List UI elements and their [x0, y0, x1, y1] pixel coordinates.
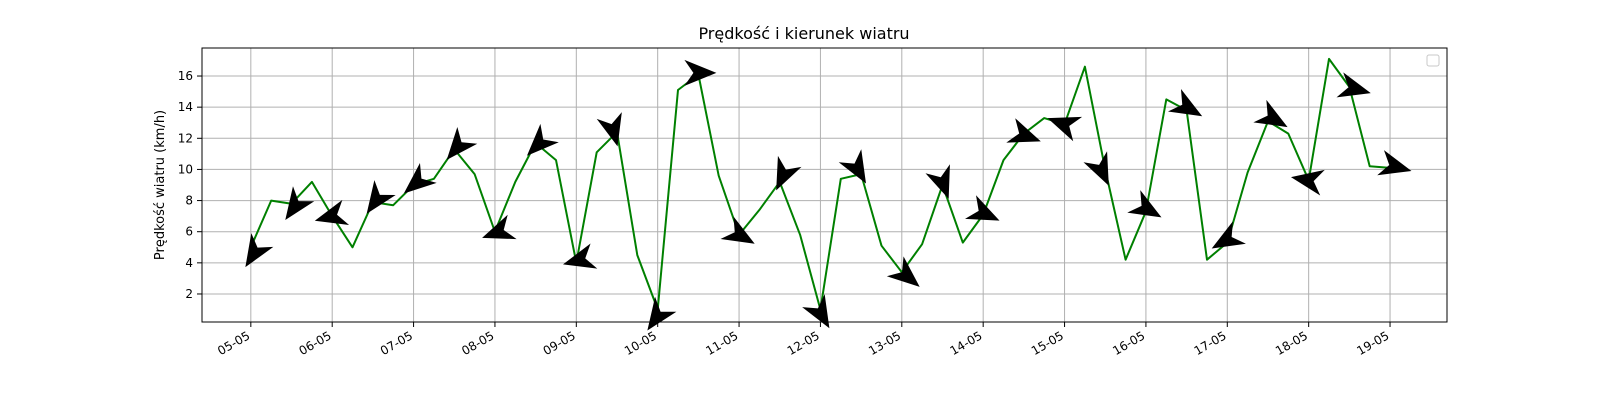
wind-direction-arrow: [563, 243, 598, 269]
wind-direction-arrow: [1127, 190, 1162, 218]
y-tick-label: 2: [185, 287, 193, 301]
wind-direction-arrow: [684, 59, 717, 86]
wind-direction-arrow: [245, 233, 274, 268]
chart-title: Prędkość i kierunek wiatru: [698, 24, 909, 43]
wind-direction-arrow: [526, 123, 559, 156]
wind-direction-arrow: [838, 149, 866, 184]
wind-direction-arrow: [1377, 150, 1412, 176]
wind-direction-arrow: [446, 127, 478, 160]
wind-direction-arrow: [285, 186, 315, 220]
wind-direction-arrow: [1167, 88, 1203, 117]
legend-box: [1426, 54, 1440, 67]
wind-direction-arrow: [366, 180, 396, 214]
y-tick-layer: 2 4 6 8 10 12 14 16: [178, 69, 202, 301]
wind-direction-arrow: [1083, 151, 1109, 186]
y-tick-label: 8: [185, 194, 193, 208]
y-tick-label: 4: [185, 256, 193, 270]
plot-frame: [201, 47, 1448, 323]
wind-direction-arrow: [482, 214, 517, 240]
wind-direction-arrow: [776, 155, 802, 191]
wind-direction-arrow: [403, 162, 437, 194]
wind-direction-arrow: [1006, 118, 1041, 143]
y-axis-label: Prędkość wiatru (km/h): [153, 110, 168, 260]
y-tick-label: 12: [178, 131, 193, 145]
wind-direction-arrow: [802, 294, 830, 329]
wind-direction-arrow: [1253, 99, 1288, 128]
wind-direction-arrow: [1211, 221, 1246, 249]
wind-direction-arrow: [1290, 169, 1325, 196]
wind-direction-arrow: [596, 112, 622, 147]
y-tick-label: 16: [178, 69, 193, 83]
wind-direction-arrow: [886, 256, 920, 287]
wind-direction-arrow: [965, 195, 1000, 221]
wind-direction-arrow: [720, 216, 755, 244]
wind-direction-arrow: [1336, 72, 1371, 98]
y-tick-label: 14: [178, 100, 193, 114]
y-tick-label: 10: [178, 162, 193, 176]
y-tick-label: 6: [185, 225, 193, 239]
wind-arrow-layer: [245, 59, 1412, 331]
wind-direction-arrow: [925, 164, 950, 199]
wind-direction-arrow: [314, 199, 350, 226]
wind-direction-arrow: [1047, 116, 1083, 142]
